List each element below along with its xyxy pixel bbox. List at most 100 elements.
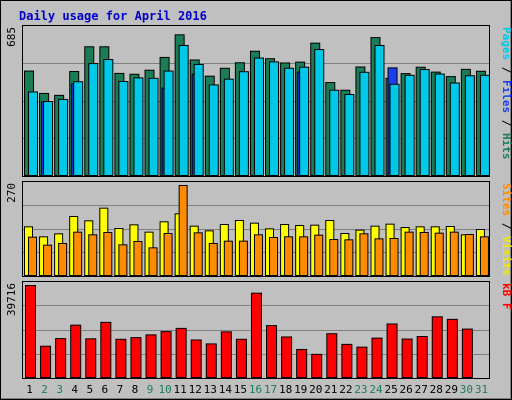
bar-pages-day-28: [434, 73, 445, 176]
bar-kb-f-day-3: [55, 338, 67, 378]
axis-title-part: /: [500, 113, 512, 133]
bar-sites-day-29: [449, 231, 459, 277]
bar-kb-f-day-2: [40, 345, 52, 378]
bar-kb-f-day-30: [461, 328, 473, 379]
bar-sites-day-14: [223, 240, 233, 277]
bar-pages-day-26: [404, 74, 415, 176]
bar-kb-f-day-14: [220, 331, 232, 378]
x-tick-label-26: 26: [400, 383, 413, 396]
x-tick-label-12: 12: [189, 383, 202, 396]
bar-pages-day-3: [58, 98, 69, 176]
x-tick-label-19: 19: [294, 383, 307, 396]
bar-kb-f-day-7: [115, 338, 127, 378]
bar-kb-f-day-15: [235, 338, 247, 378]
bar-sites-day-31: [479, 236, 489, 276]
bar-kb-f-day-18: [281, 336, 293, 379]
y-max-label: 685: [5, 27, 18, 47]
bar-kb-f-day-25: [386, 323, 398, 379]
axis-title-part: kB F: [500, 283, 512, 310]
bar-pages-day-22: [344, 94, 355, 176]
bar-pages-day-5: [88, 63, 99, 176]
bar-kb-f-day-22: [341, 343, 353, 379]
x-tick-label-16: 16: [249, 383, 262, 396]
bar-kb-f-day-29: [446, 318, 458, 378]
bar-kb-f-day-5: [85, 338, 97, 378]
bar-sites-day-2: [43, 244, 53, 277]
bar-pages-day-20: [314, 49, 325, 177]
bar-pages-day-31: [479, 74, 490, 176]
axis-title-part: Hits: [500, 133, 512, 160]
bar-kb-f-day-8: [130, 337, 142, 378]
bar-pages-day-16: [253, 57, 264, 176]
x-tick-label-9: 9: [147, 383, 154, 396]
bar-kb-f-day-12: [190, 339, 202, 379]
bar-kb-f-day-9: [145, 334, 157, 378]
bar-sites-day-23: [359, 233, 369, 276]
x-tick-label-13: 13: [204, 383, 217, 396]
bar-pages-day-12: [193, 63, 204, 176]
bar-sites-day-24: [374, 238, 384, 276]
bar-kb-f-day-23: [356, 346, 368, 378]
bar-sites-day-19: [299, 236, 309, 276]
axis-title-part: Pages: [500, 27, 512, 60]
bar-pages-day-14: [223, 78, 234, 176]
bar-kb-f-day-27: [416, 335, 428, 379]
bar-sites-day-1: [28, 236, 37, 277]
axis-title-part: Sites: [500, 183, 512, 216]
bar-kb-f-day-24: [371, 337, 383, 378]
bar-kb-f-day-13: [205, 343, 217, 379]
bar-kb-f-day-19: [296, 348, 308, 379]
bar-sites-day-25: [389, 238, 399, 276]
x-tick-label-2: 2: [41, 383, 48, 396]
bar-pages-day-7: [118, 81, 129, 176]
x-tick-label-8: 8: [132, 383, 139, 396]
bar-sites-day-10: [163, 233, 173, 276]
bar-pages-day-27: [419, 69, 430, 176]
axis-title-kbytes: kB F: [500, 283, 512, 310]
x-tick-label-7: 7: [117, 383, 124, 396]
bar-sites-day-15: [238, 240, 248, 277]
bar-sites-day-26: [404, 231, 414, 277]
bar-kb-f-day-26: [401, 338, 413, 379]
bar-sites-day-18: [284, 236, 294, 276]
bar-pages-day-29: [449, 82, 460, 176]
bar-pages-day-4: [73, 81, 84, 176]
x-tick-label-6: 6: [102, 383, 109, 396]
axis-title-part: /: [500, 216, 512, 236]
bar-sites-day-13: [208, 243, 218, 276]
bar-pages-day-21: [329, 89, 340, 176]
x-tick-label-5: 5: [86, 383, 93, 396]
bar-sites-day-8: [133, 241, 143, 276]
bar-pages-day-18: [284, 67, 295, 176]
bar-pages-day-24: [374, 44, 385, 177]
bar-kb-f-day-21: [326, 333, 338, 378]
bar-sites-day-16: [253, 234, 263, 276]
x-tick-label-22: 22: [339, 383, 352, 396]
x-tick-label-27: 27: [415, 383, 428, 396]
bar-pages-day-10: [163, 70, 174, 176]
axis-title-part: Visits: [500, 236, 512, 276]
x-tick-label-21: 21: [324, 383, 337, 396]
bar-pages-day-8: [133, 77, 144, 176]
bar-kb-f-day-17: [266, 325, 278, 379]
bar-pages-day-17: [269, 61, 280, 176]
bar-pages-day-2: [43, 101, 54, 176]
x-tick-label-10: 10: [158, 383, 171, 396]
bar-kb-f-day-28: [431, 316, 443, 378]
bar-kb-f-day-20: [311, 353, 323, 379]
bar-sites-day-28: [434, 232, 444, 277]
x-tick-label-11: 11: [174, 383, 187, 396]
axis-title-hits-files-pages: Pages / Files / Hits: [500, 27, 512, 160]
bar-sites-day-11: [178, 185, 188, 276]
bar-sites-day-4: [73, 231, 83, 277]
x-tick-label-14: 14: [219, 383, 233, 396]
bar-pages-day-15: [238, 71, 249, 176]
bar-sites-day-20: [314, 234, 324, 277]
bar-sites-day-9: [148, 247, 158, 276]
x-tick-label-4: 4: [71, 383, 78, 396]
bar-kb-f-day-16: [250, 292, 262, 378]
bar-sites-day-17: [269, 237, 279, 276]
bar-pages-day-13: [208, 84, 219, 176]
